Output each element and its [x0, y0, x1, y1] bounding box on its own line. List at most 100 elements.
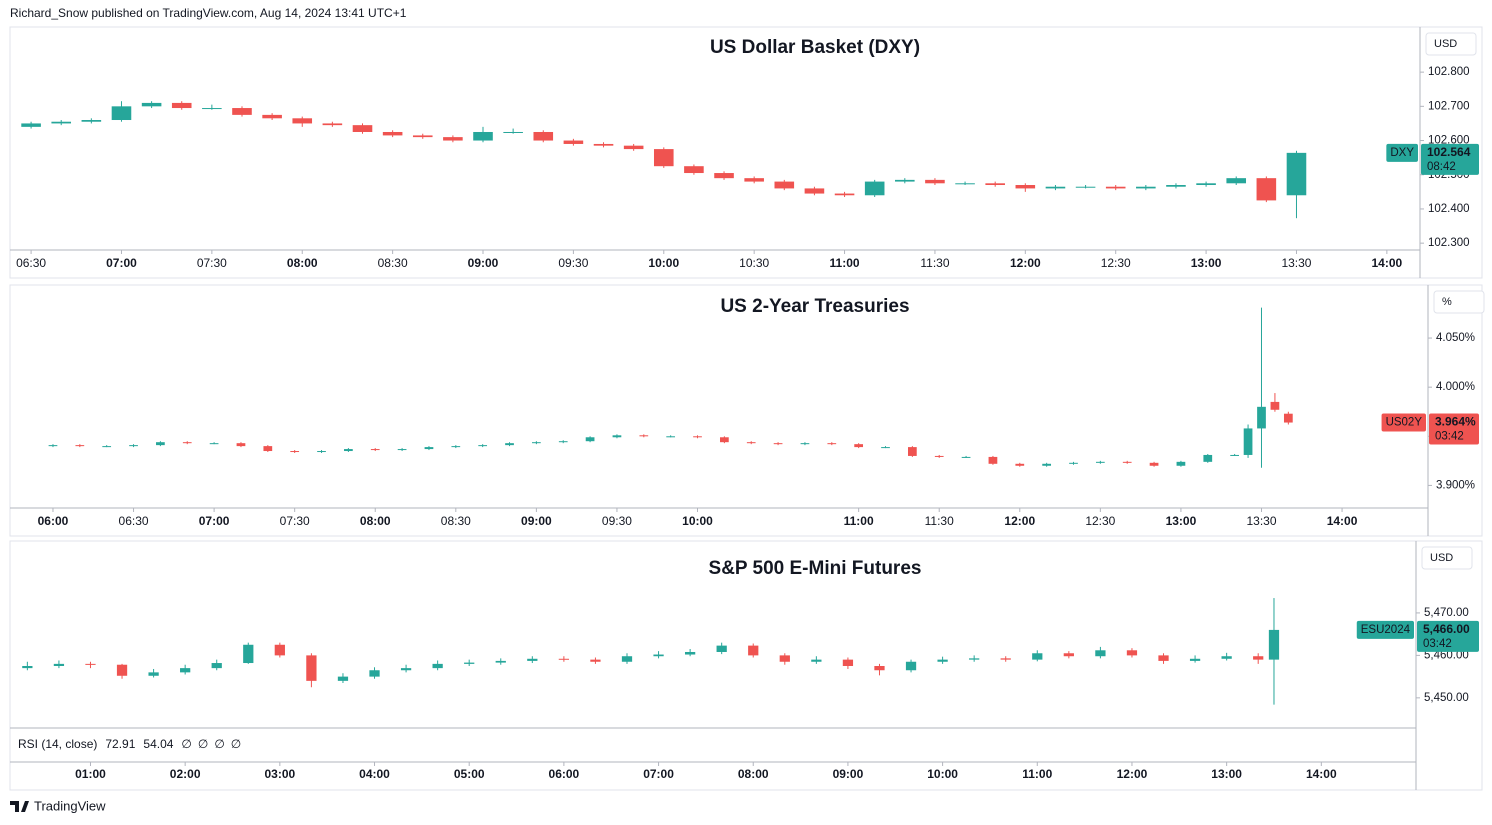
- candle-body: [337, 676, 349, 681]
- candle-body: [451, 446, 461, 448]
- candle-body: [1176, 461, 1186, 466]
- candle-body: [1226, 178, 1247, 184]
- candle-body: [774, 181, 795, 189]
- symbol-box: [1386, 143, 1418, 162]
- candle-body: [243, 644, 254, 664]
- candle-body: [1122, 461, 1132, 463]
- x-tick-label: 12:30: [1101, 256, 1131, 270]
- last-price-box: [1429, 413, 1479, 445]
- candle-body: [623, 145, 644, 150]
- candle-body: [53, 663, 65, 666]
- indicator-empty: ∅: [181, 737, 191, 751]
- x-tick-label: 06:00: [549, 767, 580, 781]
- candle-body: [1256, 178, 1277, 201]
- candle-body: [1286, 152, 1307, 196]
- x-tick-label: 01:00: [75, 767, 106, 781]
- x-tick-label: 13:00: [1191, 256, 1222, 270]
- candle-body: [874, 666, 885, 671]
- countdown: 03:42: [1423, 638, 1452, 650]
- tv-logo: [10, 801, 29, 812]
- candle-body: [527, 658, 538, 661]
- candle-body: [263, 446, 273, 452]
- x-tick-label: 09:30: [558, 256, 588, 270]
- chart-title: S&P 500 E-Mini Futures: [709, 558, 922, 579]
- candle-body: [988, 456, 998, 464]
- x-tick-label: 12:00: [1004, 514, 1035, 528]
- last-price-box: [1421, 143, 1479, 175]
- panel: US Dollar Basket (DXY) USD 102.300 102.400 1…: [9, 26, 1483, 279]
- candle-body: [716, 645, 727, 652]
- unit-box: [1433, 290, 1485, 314]
- last-price: 5,466.00: [1423, 622, 1470, 636]
- candle-body: [22, 666, 33, 669]
- x-tick-label: 09:30: [602, 514, 632, 528]
- countdown: 03:42: [1435, 431, 1464, 443]
- candle-body: [1095, 461, 1105, 463]
- candle-body: [925, 179, 945, 184]
- candle-body: [621, 656, 633, 662]
- candle-body: [1270, 401, 1280, 410]
- candle-body: [443, 137, 463, 141]
- x-tick-label: 10:00: [927, 767, 958, 781]
- candle-body: [102, 446, 112, 448]
- x-tick-label: 10:00: [648, 256, 679, 270]
- candle-body: [370, 449, 380, 451]
- candle-body: [1189, 658, 1201, 661]
- candle-body: [653, 654, 664, 657]
- x-tick-label: 12:00: [1117, 767, 1148, 781]
- candle-body: [1015, 185, 1036, 189]
- candle-body: [424, 447, 434, 450]
- x-tick-label: 13:00: [1211, 767, 1242, 781]
- candle-body: [985, 183, 1005, 186]
- candle-body: [1075, 186, 1096, 188]
- candle-body: [1253, 656, 1264, 660]
- candle-body: [720, 437, 729, 443]
- candle-body: [116, 664, 128, 676]
- candle-body: [505, 443, 514, 446]
- candle-body: [969, 658, 980, 660]
- y-tick-label: 3.900%: [1436, 479, 1475, 491]
- x-tick-label: 08:00: [287, 256, 318, 270]
- candle-body: [693, 436, 702, 438]
- symbol-label: ESU2024: [1361, 624, 1411, 636]
- candle-body: [478, 445, 488, 447]
- x-tick-label: 09:00: [833, 767, 864, 781]
- candle-body: [141, 102, 162, 107]
- candle-body: [400, 668, 412, 671]
- x-tick-label: 11:00: [844, 514, 874, 528]
- candle-body: [81, 120, 102, 122]
- x-tick-label: 09:00: [521, 514, 552, 528]
- x-tick-label: 07:30: [280, 514, 310, 528]
- candle-body: [907, 447, 917, 456]
- candle-body: [1268, 629, 1280, 660]
- candle-body: [1126, 650, 1138, 656]
- candle-body: [842, 659, 854, 666]
- x-tick-label: 08:30: [378, 256, 408, 270]
- indicator-value: 72.91: [105, 737, 135, 751]
- x-tick-label: 04:00: [359, 767, 390, 781]
- unit-label: %: [1442, 296, 1452, 308]
- candle-body: [171, 102, 192, 109]
- panel-frame: [9, 540, 1483, 791]
- x-tick-label: 08:30: [441, 514, 471, 528]
- candle-body: [1136, 186, 1156, 189]
- candle-body: [1105, 186, 1126, 189]
- candle-body: [111, 106, 132, 121]
- candle-body: [182, 442, 192, 444]
- candle-body: [382, 131, 403, 136]
- y-tick-label: 5,470.00: [1424, 607, 1469, 619]
- publish-header: Richard_Snow published on TradingView.co…: [10, 6, 407, 20]
- y-tick-label: 4.050%: [1436, 332, 1475, 344]
- candle-body: [558, 441, 568, 443]
- candle-body: [1230, 454, 1240, 456]
- candle-body: [854, 444, 864, 448]
- last-price: 102.564: [1427, 145, 1471, 159]
- candle-body: [1243, 428, 1253, 455]
- y-tick-label: 102.700: [1428, 100, 1470, 112]
- y-tick-label: 5,450.00: [1424, 692, 1469, 704]
- x-tick-label: 05:00: [454, 767, 485, 781]
- candle-body: [714, 173, 734, 179]
- last-price: 3.964%: [1435, 415, 1476, 429]
- candle-body: [352, 125, 373, 132]
